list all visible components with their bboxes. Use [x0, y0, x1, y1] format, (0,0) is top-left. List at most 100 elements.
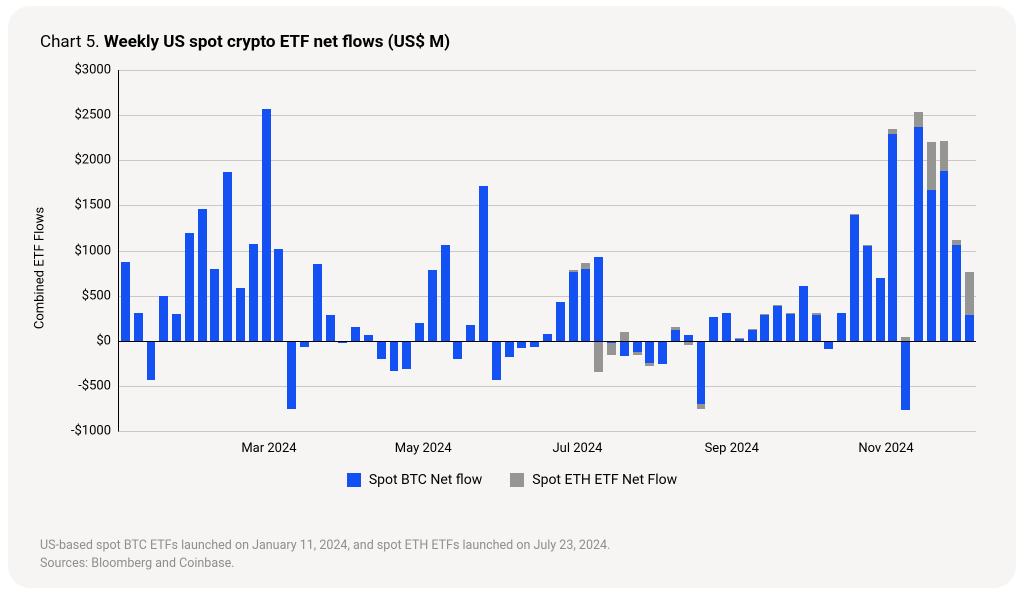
bar-btc	[824, 341, 833, 349]
x-tick-label: Jul 2024	[553, 441, 603, 456]
bar-btc	[850, 215, 859, 340]
chart-title-prefix: Chart 5.	[40, 32, 100, 52]
baseline	[119, 341, 976, 342]
bar-btc	[492, 341, 501, 381]
bar-btc	[671, 330, 680, 341]
legend: Spot BTC Net flow Spot ETH ETF Net Flow	[40, 472, 984, 488]
chart-title: Chart 5. Weekly US spot crypto ETF net f…	[40, 32, 984, 52]
bar-btc	[415, 323, 424, 341]
bar-btc	[952, 245, 961, 341]
bar-btc	[121, 262, 130, 341]
bar-eth	[671, 327, 680, 330]
bar-btc	[262, 109, 271, 341]
bar-btc	[620, 341, 629, 356]
bar-btc	[569, 272, 578, 341]
x-tick-label: Mar 2024	[241, 441, 296, 456]
bar-btc	[581, 269, 590, 341]
bar-btc	[223, 172, 232, 341]
bar-btc	[914, 127, 923, 341]
y-tick-label: $2500	[74, 108, 111, 123]
x-tick-label: May 2024	[395, 441, 452, 456]
bar-eth	[697, 404, 706, 409]
bar-btc	[709, 317, 718, 340]
y-tick-label: $1500	[74, 198, 111, 213]
bar-eth	[594, 341, 603, 373]
bar-btc	[927, 190, 936, 341]
bar-btc	[658, 341, 667, 364]
y-axis-label: Combined ETF Flows	[33, 207, 48, 329]
legend-label: Spot BTC Net flow	[369, 472, 482, 488]
bar-eth	[863, 245, 872, 246]
bar-btc	[326, 315, 335, 340]
bar-btc	[390, 341, 399, 372]
bar-btc	[799, 286, 808, 341]
bar-eth	[569, 270, 578, 272]
bar-eth	[850, 214, 859, 215]
legend-swatch	[510, 473, 524, 487]
footnote: US-based spot BTC ETFs launched on Janua…	[40, 537, 610, 572]
bar-btc	[543, 334, 552, 341]
x-tick-label: Sep 2024	[705, 441, 759, 456]
y-tick-label: $3000	[74, 63, 111, 78]
bar-eth	[760, 314, 769, 316]
bar-btc	[876, 278, 885, 341]
bar-btc	[428, 270, 437, 340]
bar-btc	[287, 341, 296, 410]
y-tick-label: $2000	[74, 153, 111, 168]
y-tick-label: $1000	[74, 243, 111, 258]
bar-btc	[556, 302, 565, 341]
bars-layer	[119, 70, 976, 431]
bar-btc	[594, 257, 603, 341]
legend-swatch	[347, 473, 361, 487]
footnote-line1: US-based spot BTC ETFs launched on Janua…	[40, 537, 610, 555]
bar-eth	[965, 272, 974, 314]
bar-eth	[607, 343, 616, 356]
bar-btc	[159, 296, 168, 341]
bar-btc	[760, 315, 769, 340]
bar-btc	[313, 264, 322, 341]
bar-eth	[812, 313, 821, 315]
bar-btc	[773, 306, 782, 340]
bar-eth	[914, 112, 923, 127]
bar-btc	[748, 330, 757, 341]
bar-eth	[735, 338, 744, 339]
bar-btc	[786, 314, 795, 341]
bar-btc	[505, 341, 514, 357]
bar-btc	[185, 233, 194, 340]
bar-eth	[940, 141, 949, 171]
plot-region: -$1000-$500$0$500$1000$1500$2000$2500$30…	[118, 70, 976, 432]
bar-btc	[697, 341, 706, 404]
bar-btc	[210, 269, 219, 341]
bar-eth	[748, 329, 757, 330]
bar-eth	[952, 240, 961, 245]
bar-eth	[786, 313, 795, 314]
bar-btc	[901, 341, 910, 410]
bar-btc	[249, 244, 258, 341]
x-tick-label: Nov 2024	[858, 441, 913, 456]
gridline	[119, 431, 976, 432]
bar-btc	[965, 315, 974, 341]
bar-eth	[927, 142, 936, 190]
bar-eth	[620, 332, 629, 341]
legend-item: Spot ETH ETF Net Flow	[510, 472, 677, 488]
chart-area: Combined ETF Flows -$1000-$500$0$500$100…	[62, 70, 984, 466]
bar-btc	[517, 341, 526, 348]
bar-btc	[888, 134, 897, 341]
bar-btc	[377, 341, 386, 359]
bar-btc	[198, 209, 207, 341]
bar-btc	[940, 171, 949, 341]
bar-btc	[863, 246, 872, 341]
bar-btc	[172, 314, 181, 341]
bar-btc	[633, 341, 642, 353]
y-tick-label: $0	[96, 333, 111, 348]
bar-btc	[274, 249, 283, 341]
bar-eth	[581, 263, 590, 268]
bar-btc	[351, 327, 360, 341]
footnote-line2: Sources: Bloomberg and Coinbase.	[40, 555, 610, 573]
bar-btc	[479, 186, 488, 341]
legend-item: Spot BTC Net flow	[347, 472, 482, 488]
bar-btc	[402, 341, 411, 369]
legend-label: Spot ETH ETF Net Flow	[532, 472, 677, 488]
bar-btc	[645, 341, 654, 364]
bar-eth	[633, 352, 642, 355]
